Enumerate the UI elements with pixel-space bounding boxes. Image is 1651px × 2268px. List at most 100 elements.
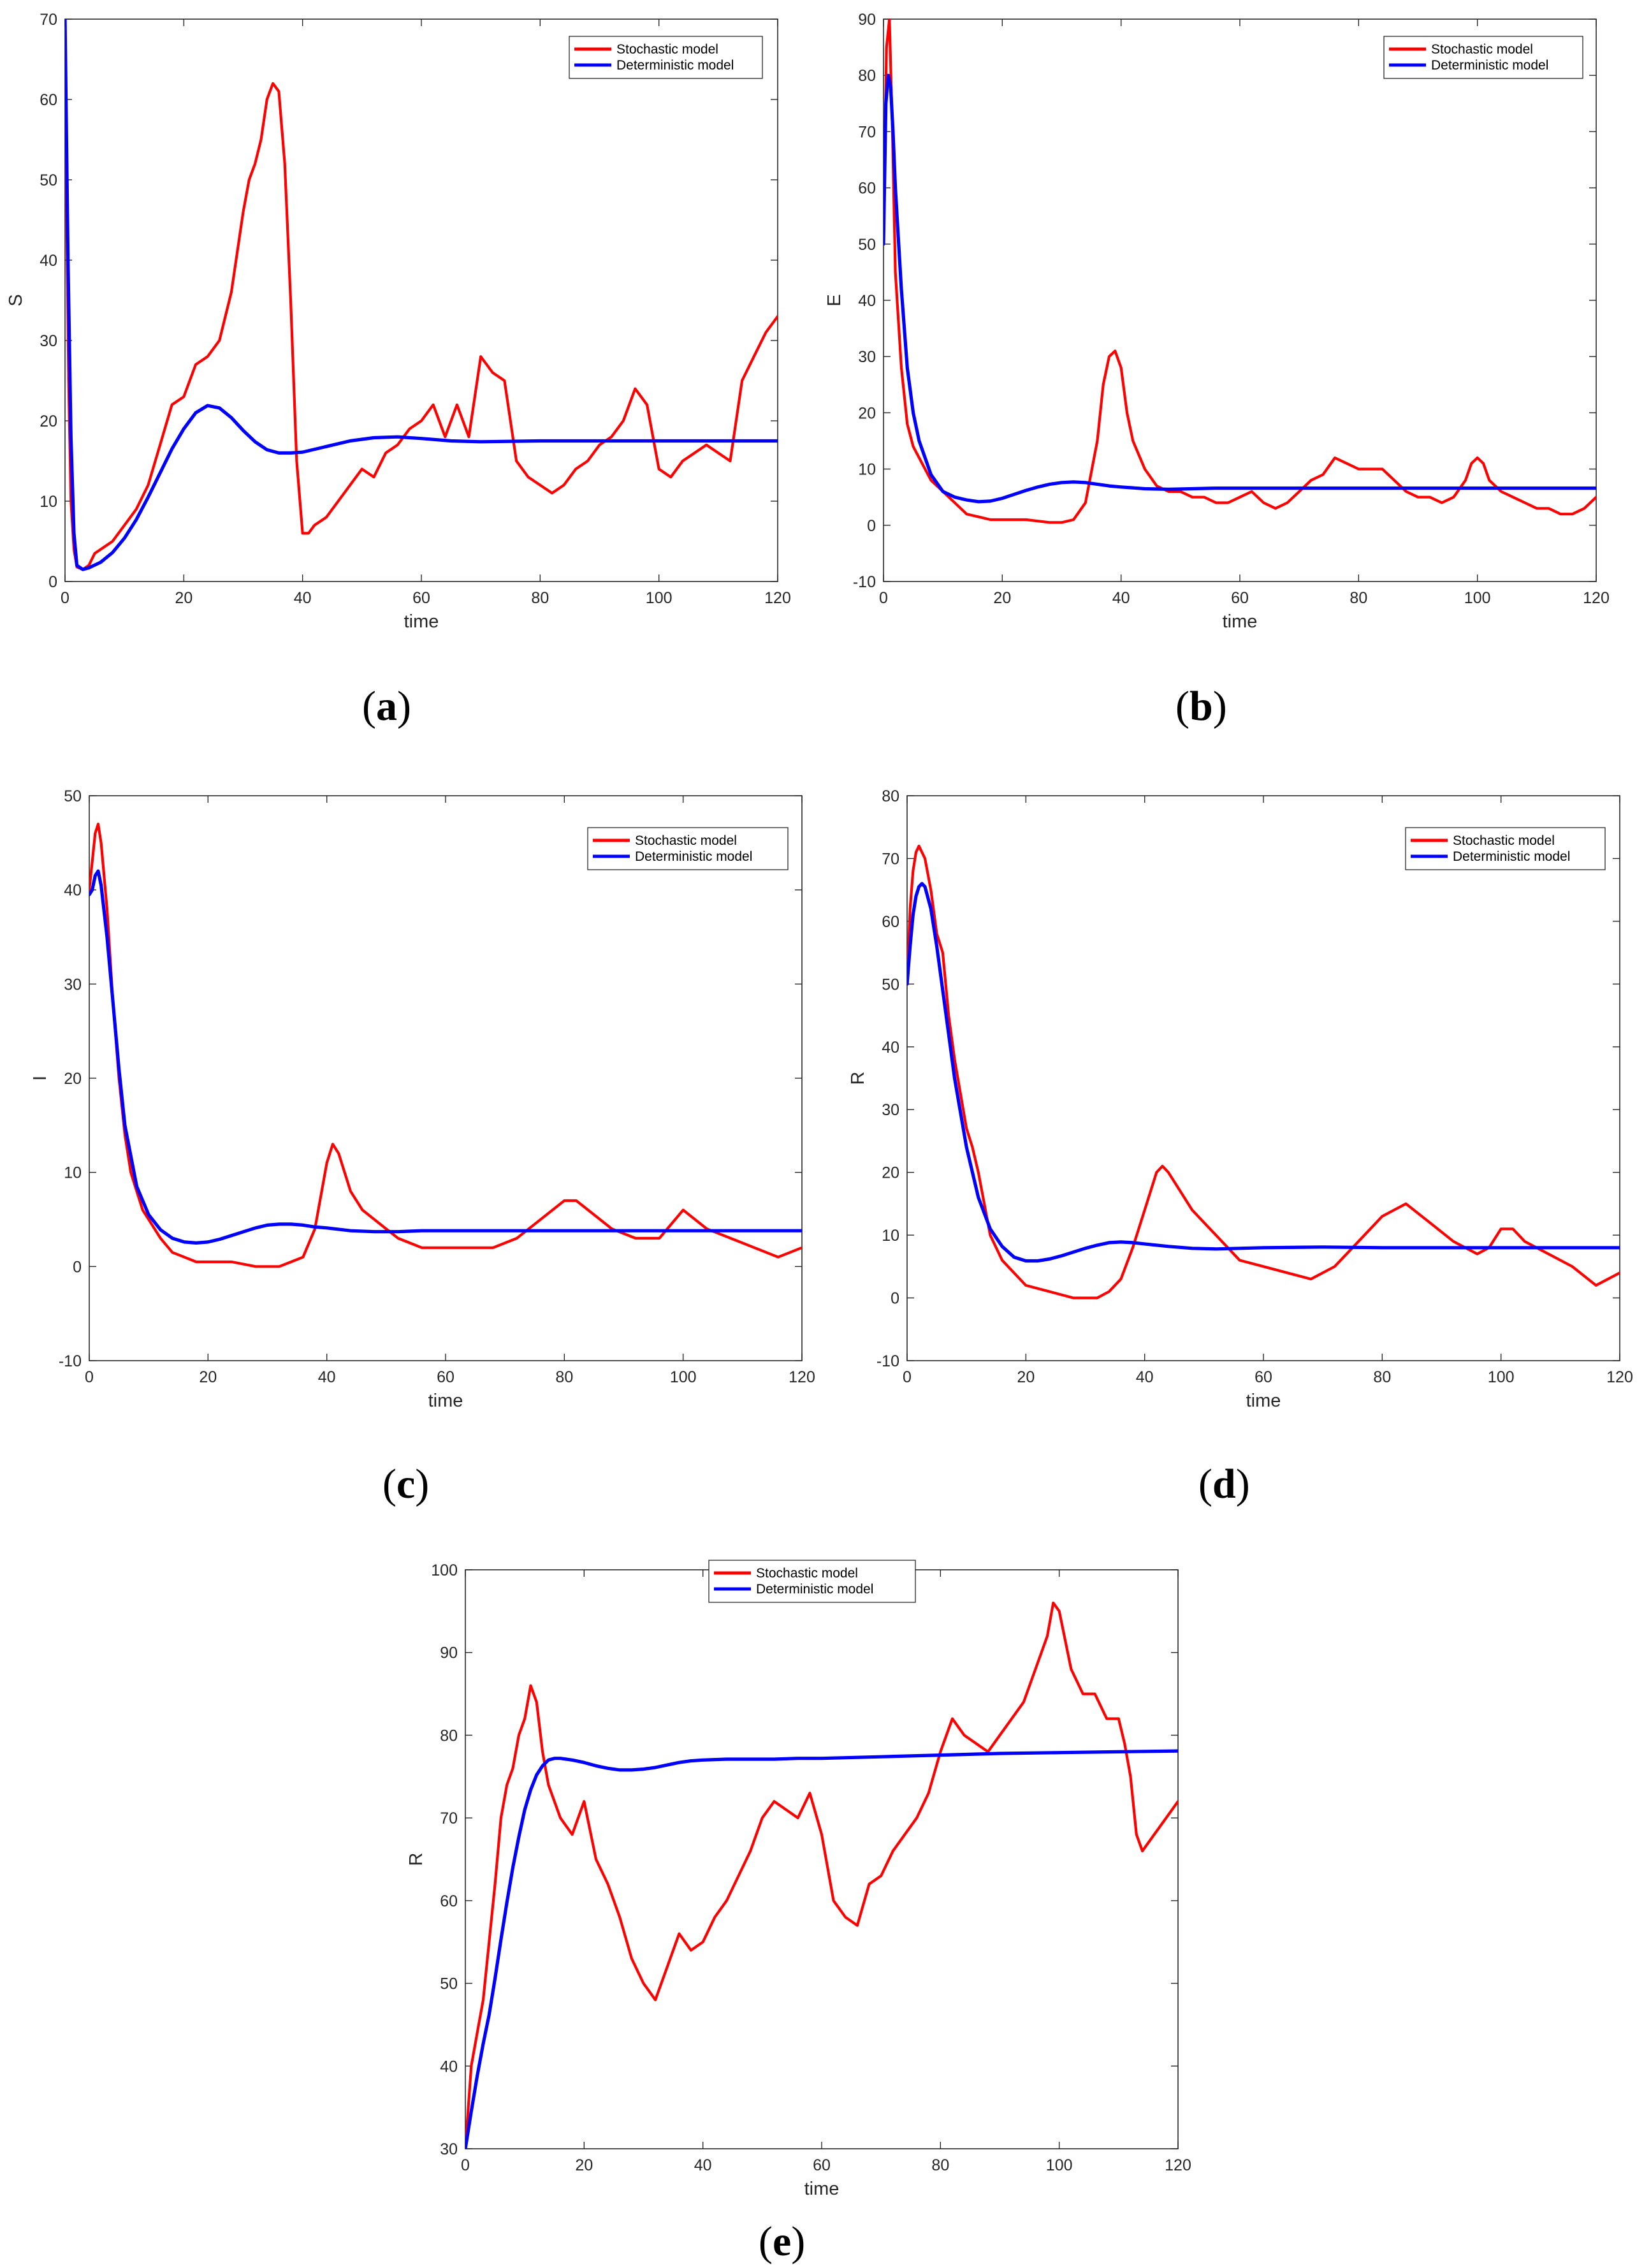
- panel-label-a: (a): [362, 683, 411, 729]
- y-tick-label-e: 100: [431, 1562, 458, 1579]
- legend-label-e: Stochastic model: [756, 1566, 858, 1581]
- y-tick-label-c: 40: [64, 882, 82, 900]
- y-tick-label-a: 30: [40, 332, 57, 350]
- x-tick-label-b: 40: [1112, 589, 1130, 607]
- y-tick-label-d: 0: [891, 1290, 899, 1308]
- series-line-deterministic-a: [65, 19, 778, 571]
- legend-label-a: Stochastic model: [616, 42, 718, 57]
- y-tick-label-a: 10: [40, 493, 57, 511]
- legend-label-d: Stochastic model: [1453, 833, 1555, 848]
- y-tick-label-d: 80: [882, 787, 899, 805]
- x-tick-label-c: 100: [670, 1368, 697, 1386]
- y-tick-label-b: -10: [853, 573, 876, 591]
- y-tick-label-c: 30: [64, 976, 82, 993]
- y-tick-label-e: 30: [440, 2140, 458, 2158]
- y-tick-label-a: 70: [40, 11, 57, 29]
- legend-label-b: Stochastic model: [1431, 42, 1533, 57]
- x-tick-label-a: 40: [294, 589, 312, 607]
- y-tick-label-c: 10: [64, 1164, 82, 1182]
- legend-label-c: Deterministic model: [635, 849, 752, 864]
- x-tick-label-e: 20: [575, 2156, 593, 2174]
- x-tick-label-e: 100: [1046, 2156, 1073, 2174]
- x-tick-label-c: 80: [555, 1368, 573, 1386]
- x-tick-label-e: 0: [461, 2156, 470, 2174]
- y-tick-label-e: 80: [440, 1727, 458, 1745]
- y-tick-label-d: 10: [882, 1227, 899, 1245]
- x-tick-label-d: 40: [1136, 1368, 1154, 1386]
- y-tick-label-b: 60: [858, 180, 876, 198]
- y-tick-label-a: 60: [40, 91, 57, 109]
- x-tick-label-c: 0: [85, 1368, 94, 1386]
- x-tick-label-b: 80: [1349, 589, 1367, 607]
- legend-box-c: [587, 827, 789, 870]
- x-tick-label-d: 60: [1255, 1368, 1272, 1386]
- y-tick-label-d: 30: [882, 1101, 899, 1119]
- chart-a: 0 20 40 60 80 100 120 0 10 20 30 40 50 60 70 time S Stoch…: [6, 11, 791, 632]
- x-axis-label-b: time: [1223, 611, 1258, 632]
- y-tick-label-c: 20: [64, 1070, 82, 1088]
- y-tick-label-a: 50: [40, 172, 57, 189]
- x-axis-label-c: time: [428, 1391, 463, 1411]
- y-tick-label-d: 60: [882, 913, 899, 931]
- panel-label-b: (b): [1175, 683, 1227, 729]
- y-tick-label-c: 50: [64, 787, 82, 805]
- y-tick-label-b: 10: [858, 461, 876, 479]
- series-line-stochastic-d: [907, 844, 1620, 1299]
- legend-label-e: Deterministic model: [756, 1582, 873, 1597]
- plot-frame-a: [64, 18, 778, 582]
- y-tick-label-b: 50: [858, 236, 876, 254]
- x-axis-label-d: time: [1246, 1391, 1281, 1411]
- legend-label-b: Deterministic model: [1431, 58, 1548, 73]
- legend-box-d: [1405, 827, 1606, 870]
- x-tick-label-a: 80: [531, 589, 549, 607]
- y-tick-label-e: 90: [440, 1644, 458, 1662]
- chart-b: 0 20 40 60 80 100 120-100102030405060708090tim…: [824, 11, 1610, 632]
- series-line-stochastic-a: [65, 19, 778, 571]
- y-tick-label-c: -10: [59, 1352, 82, 1370]
- x-tick-label-d: 120: [1606, 1368, 1633, 1386]
- panel-label-e: (e): [759, 2218, 806, 2265]
- plot-frame-c: [89, 795, 803, 1361]
- y-axis-label-a: S: [6, 294, 26, 306]
- series-line-deterministic-e: [465, 1749, 1178, 2149]
- x-tick-label-a: 60: [412, 589, 430, 607]
- legend-box-e: [708, 1560, 916, 1603]
- chart-c: 0 20 40 60 80 100 120-1001020304050timeIStocha…: [30, 787, 815, 1411]
- y-tick-label-d: 50: [882, 976, 899, 993]
- y-tick-label-c: 0: [73, 1258, 82, 1276]
- x-tick-label-e: 120: [1165, 2156, 1191, 2174]
- y-tick-label-d: 40: [882, 1039, 899, 1057]
- legend-label-a: Deterministic model: [616, 58, 734, 73]
- x-tick-label-d: 100: [1488, 1368, 1515, 1386]
- y-tick-label-b: 70: [858, 123, 876, 141]
- y-axis-label-e: R: [406, 1853, 426, 1866]
- x-tick-label-d: 20: [1017, 1368, 1035, 1386]
- y-axis-label-b: E: [824, 294, 845, 306]
- series-line-stochastic-c: [89, 823, 802, 1268]
- y-tick-label-b: 0: [867, 517, 876, 535]
- x-tick-label-a: 120: [764, 589, 791, 607]
- x-axis-label-a: time: [404, 611, 439, 632]
- x-tick-label-a: 100: [646, 589, 673, 607]
- y-tick-label-b: 80: [858, 67, 876, 85]
- y-tick-label-d: 20: [882, 1164, 899, 1182]
- y-tick-label-e: 40: [440, 2058, 458, 2075]
- y-tick-label-a: 20: [40, 413, 57, 430]
- series-line-deterministic-c: [89, 869, 802, 1245]
- y-tick-label-d: -10: [876, 1352, 899, 1370]
- y-tick-label-e: 70: [440, 1810, 458, 1827]
- series-line-stochastic-b: [884, 19, 1596, 524]
- x-tick-label-b: 100: [1464, 589, 1491, 607]
- legend-box-a: [569, 36, 763, 79]
- x-tick-label-c: 120: [789, 1368, 815, 1386]
- series-line-stochastic-e: [465, 1601, 1178, 2149]
- y-axis-label-d: R: [848, 1072, 868, 1085]
- x-tick-label-a: 20: [175, 589, 193, 607]
- y-tick-label-b: 90: [858, 11, 876, 29]
- y-tick-label-a: 40: [40, 252, 57, 270]
- x-axis-label-e: time: [804, 2179, 840, 2199]
- x-tick-label-d: 0: [903, 1368, 912, 1386]
- x-tick-label-b: 20: [993, 589, 1011, 607]
- legend-label-d: Deterministic model: [1453, 849, 1570, 864]
